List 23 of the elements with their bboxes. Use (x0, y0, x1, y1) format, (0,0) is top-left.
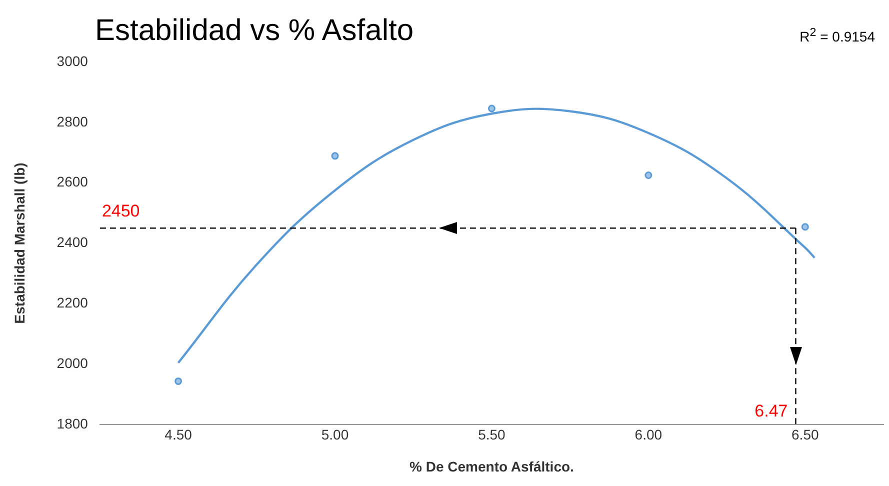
y-tick-label: 1800 (56, 415, 88, 432)
y-tick-label: 2800 (56, 113, 88, 130)
ref-line-label: 6.47 (754, 402, 788, 421)
point (174, 377, 182, 385)
x-tick-label: 5.00 (321, 426, 349, 443)
y-tick-label: 2400 (56, 234, 88, 250)
y-tick-label: 2000 (56, 354, 88, 371)
point (488, 104, 496, 112)
chart-title: Estabilidad vs % Asfalto (95, 14, 414, 48)
point (644, 172, 652, 179)
y-axis-title: Estabilidad Marshall (lb) (11, 162, 28, 324)
y-tick-label: 2600 (56, 174, 88, 190)
point (801, 223, 809, 231)
ref-line-label: 2450 (102, 201, 140, 220)
x-tick-label: 6.50 (792, 426, 819, 443)
y-tick-label: 3000 (56, 52, 88, 69)
x-tick-label: 5.50 (478, 426, 506, 443)
y-tick-label: 2200 (56, 294, 88, 310)
x-axis-title: % De Cemento Asfáltico. (410, 458, 574, 474)
x-tick-label: 4.50 (164, 426, 192, 443)
x-tick-label: 6.00 (634, 426, 662, 443)
point (331, 152, 339, 160)
text: R$^{2}$ = 0.9154 (800, 26, 875, 45)
